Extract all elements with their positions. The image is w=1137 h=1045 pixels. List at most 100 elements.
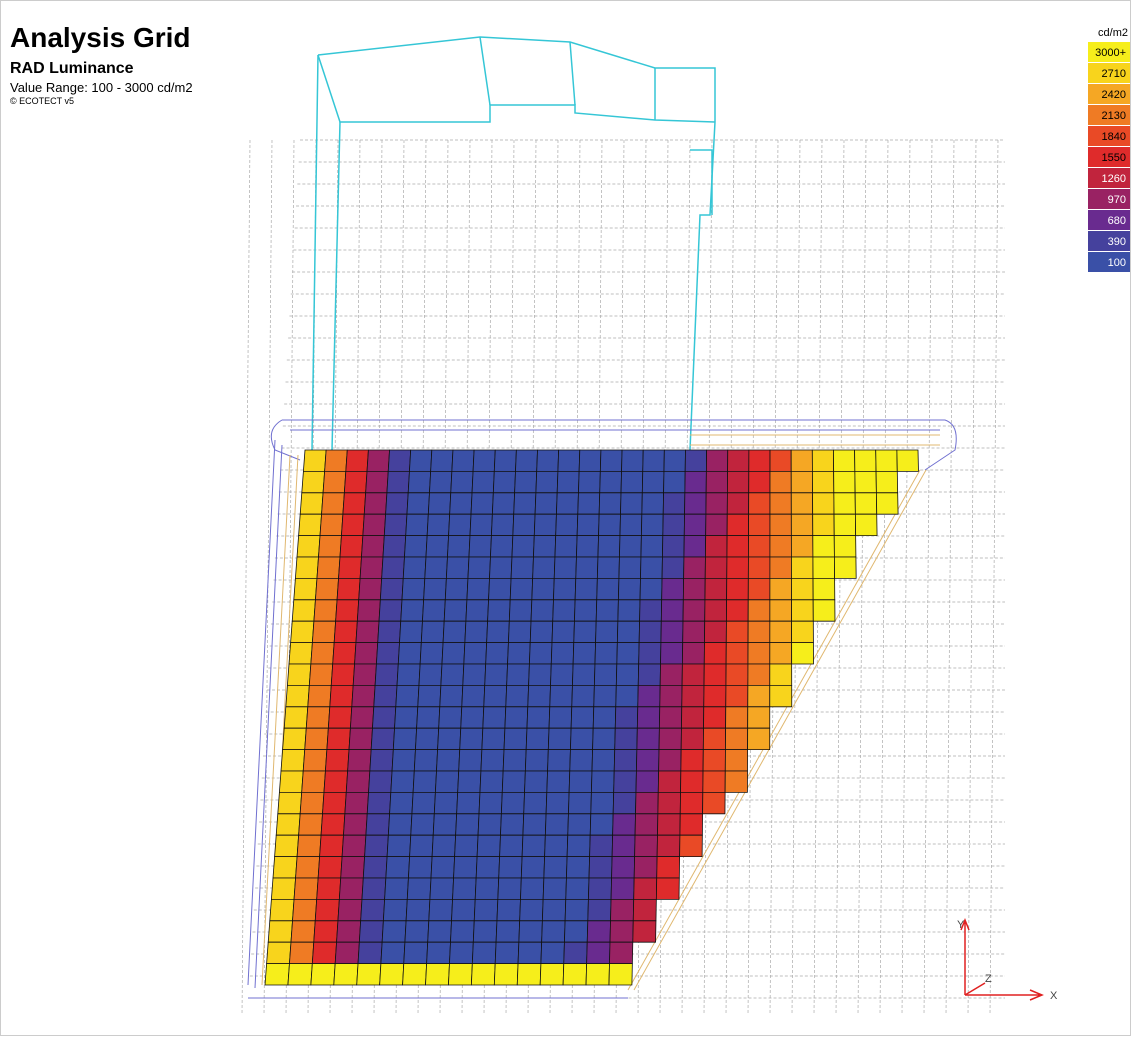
grid-cell <box>592 706 617 729</box>
legend-unit: cd/m2 <box>1098 27 1128 39</box>
grid-cell <box>640 556 663 579</box>
grid-cell <box>491 492 516 515</box>
grid-cell <box>343 813 368 836</box>
grid-cell <box>322 792 347 815</box>
grid-cell <box>364 834 389 857</box>
grid-cell <box>549 685 573 708</box>
grid-cell <box>511 535 535 558</box>
grid-cell <box>833 492 856 515</box>
grid-cell <box>563 941 588 964</box>
grid-cell <box>503 727 528 750</box>
grid-cell <box>663 449 686 472</box>
grid-cell <box>748 513 771 536</box>
grid-cell <box>453 856 478 879</box>
grid-cell <box>349 706 375 729</box>
legend-label: 2130 <box>1102 110 1126 122</box>
grid-cell <box>323 770 349 793</box>
grid-cell <box>427 492 452 515</box>
legend-swatch <box>1088 252 1130 272</box>
grid-cell <box>405 513 429 536</box>
grid-cell <box>578 449 602 472</box>
grid-cell <box>662 513 685 536</box>
legend-swatch <box>1088 210 1130 230</box>
grid-cell <box>447 535 471 558</box>
grid-cell <box>681 663 705 686</box>
grid-cell <box>476 834 501 857</box>
grid-cell <box>590 770 615 793</box>
grid-cell <box>482 706 507 729</box>
grid-cell <box>597 535 621 558</box>
grid-cell <box>275 813 301 836</box>
grid-cell <box>791 556 814 579</box>
grid-cell <box>507 642 531 665</box>
grid-cell <box>684 449 708 472</box>
grid-cell <box>384 877 409 900</box>
grid-cell <box>634 813 659 836</box>
grid-cell <box>534 492 558 515</box>
grid-cell <box>302 449 327 472</box>
grid-cell <box>484 663 508 686</box>
grid-cell <box>608 963 633 986</box>
grid-cell <box>599 470 622 494</box>
grid-cell <box>684 470 707 494</box>
grid-cell <box>502 749 527 772</box>
grid-cell <box>513 492 537 515</box>
grid-cell <box>450 920 475 943</box>
grid-cell <box>642 449 665 472</box>
grid-cell <box>544 813 569 836</box>
grid-cell <box>609 920 634 943</box>
grid-cell <box>423 578 447 601</box>
grid-cell <box>481 727 506 750</box>
grid-line <box>967 139 977 1016</box>
grid-cell <box>287 963 313 986</box>
grid-cell <box>680 727 704 750</box>
grid-cell <box>636 706 661 729</box>
legend-label: 2420 <box>1102 89 1126 101</box>
grid-cell <box>524 749 549 772</box>
grid-cell <box>391 749 416 772</box>
grid-cell <box>280 749 306 772</box>
grid-cell <box>296 834 322 857</box>
grid-cell <box>295 856 321 879</box>
grid-cell <box>431 834 457 857</box>
grid-cell <box>335 599 360 622</box>
grid-cell <box>318 535 342 558</box>
grid-cell <box>385 492 409 515</box>
grid-cell <box>705 535 728 558</box>
grid-cell <box>613 749 638 772</box>
grid-cell <box>748 492 771 515</box>
grid-cell <box>372 706 397 729</box>
grid-cell <box>660 620 684 643</box>
grid-cell <box>338 556 362 579</box>
grid-cell <box>875 470 899 494</box>
grid-cell <box>592 727 616 750</box>
grid-cell <box>382 535 407 558</box>
grid-cell <box>467 556 491 579</box>
grid-cell <box>336 920 362 943</box>
grid-cell <box>462 663 487 686</box>
grid-cell <box>747 556 771 579</box>
grid-cell <box>292 899 318 922</box>
grid-cell <box>394 706 419 729</box>
grid-cell <box>639 599 663 622</box>
grid-cell <box>496 899 521 922</box>
grid-cell <box>489 556 513 579</box>
grid-line <box>241 139 251 1016</box>
grid-cell <box>403 941 429 964</box>
grid-cell <box>747 685 771 708</box>
grid-cell <box>266 941 292 964</box>
building-outline <box>311 36 716 451</box>
grid-cell <box>641 492 664 515</box>
grid-cell <box>812 535 835 558</box>
grid-cell <box>436 749 461 772</box>
grid-cell <box>617 599 641 622</box>
grid-cell <box>833 535 857 558</box>
grid-cell <box>490 535 514 558</box>
grid-cell <box>593 685 617 708</box>
legend-swatch <box>1088 84 1130 104</box>
grid-cell <box>288 642 313 665</box>
grid-cell <box>572 663 596 686</box>
grid-cell <box>327 706 353 729</box>
grid-cell <box>356 599 381 622</box>
